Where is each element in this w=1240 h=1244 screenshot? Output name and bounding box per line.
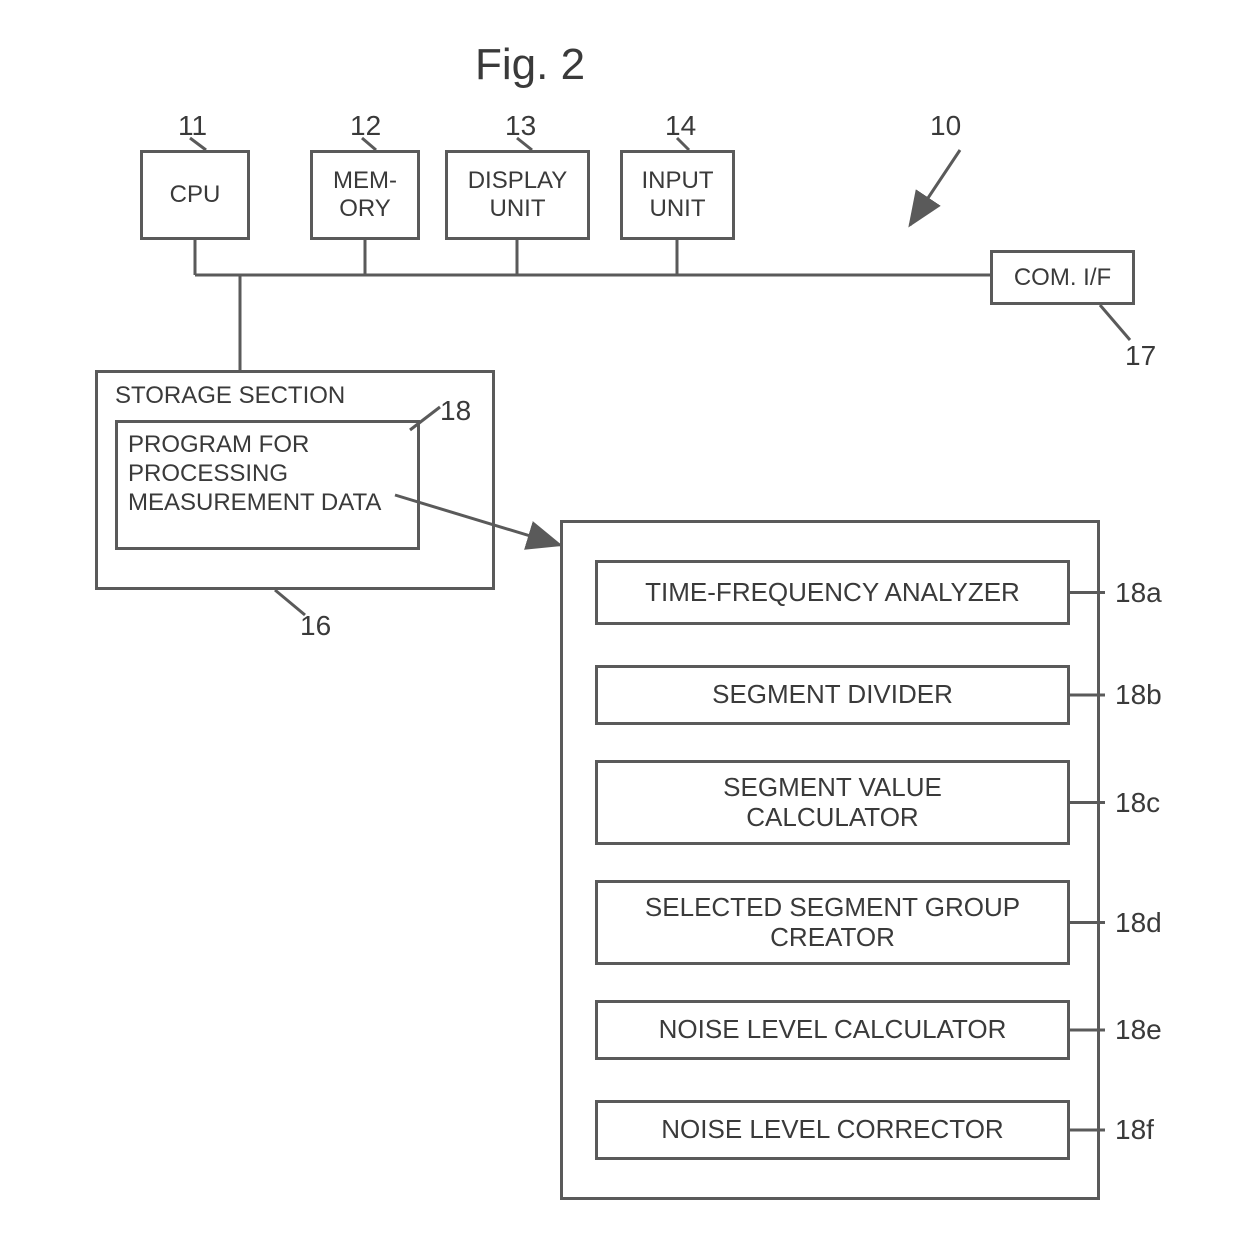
com-if-box: COM. I/F xyxy=(990,250,1135,305)
display-box: DISPLAY UNIT xyxy=(445,150,590,240)
ref-12: 12 xyxy=(350,110,381,142)
ref-10: 10 xyxy=(930,110,961,142)
module-nco-label: NOISE LEVEL CORRECTOR xyxy=(661,1115,1003,1145)
com-if-label: COM. I/F xyxy=(1014,264,1111,292)
module-sd: SEGMENT DIVIDER xyxy=(595,665,1070,725)
ref-18c: 18c xyxy=(1115,787,1160,819)
ref-18: 18 xyxy=(440,395,471,427)
ref-13: 13 xyxy=(505,110,536,142)
input-box: INPUT UNIT xyxy=(620,150,735,240)
module-svc: SEGMENT VALUE CALCULATOR xyxy=(595,760,1070,845)
module-ssg: SELECTED SEGMENT GROUP CREATOR xyxy=(595,880,1070,965)
module-sd-label: SEGMENT DIVIDER xyxy=(712,680,953,710)
memory-box: MEM- ORY xyxy=(310,150,420,240)
module-tfa-label: TIME-FREQUENCY ANALYZER xyxy=(645,578,1020,608)
module-tfa: TIME-FREQUENCY ANALYZER xyxy=(595,560,1070,625)
program-label: PROGRAM FOR PROCESSING MEASUREMENT DATA xyxy=(128,431,381,516)
input-label: INPUT UNIT xyxy=(642,167,714,222)
program-box: PROGRAM FOR PROCESSING MEASUREMENT DATA xyxy=(115,420,420,550)
module-svc-label: SEGMENT VALUE CALCULATOR xyxy=(723,773,942,833)
figure-title: Fig. 2 xyxy=(475,40,585,90)
ref-14: 14 xyxy=(665,110,696,142)
ref-18f: 18f xyxy=(1115,1114,1154,1146)
cpu-label: CPU xyxy=(170,181,221,209)
memory-label: MEM- ORY xyxy=(333,167,397,222)
cpu-box: CPU xyxy=(140,150,250,240)
diagram-canvas: Fig. 2 10 11 CPU 12 MEM- ORY 13 DISPLAY UNIT 1… xyxy=(0,0,1240,1244)
ref-18b: 18b xyxy=(1115,679,1162,711)
module-nlc-label: NOISE LEVEL CALCULATOR xyxy=(659,1015,1007,1045)
ref-18a: 18a xyxy=(1115,577,1162,609)
module-nlc: NOISE LEVEL CALCULATOR xyxy=(595,1000,1070,1060)
ref-18e: 18e xyxy=(1115,1014,1162,1046)
display-label: DISPLAY UNIT xyxy=(468,167,568,222)
ref-18d: 18d xyxy=(1115,907,1162,939)
ref-16: 16 xyxy=(300,610,331,642)
ref-11: 11 xyxy=(178,110,207,142)
module-ssg-label: SELECTED SEGMENT GROUP CREATOR xyxy=(645,893,1020,953)
module-nco: NOISE LEVEL CORRECTOR xyxy=(595,1100,1070,1160)
storage-section-title: STORAGE SECTION xyxy=(115,382,345,410)
ref-17: 17 xyxy=(1125,340,1156,372)
